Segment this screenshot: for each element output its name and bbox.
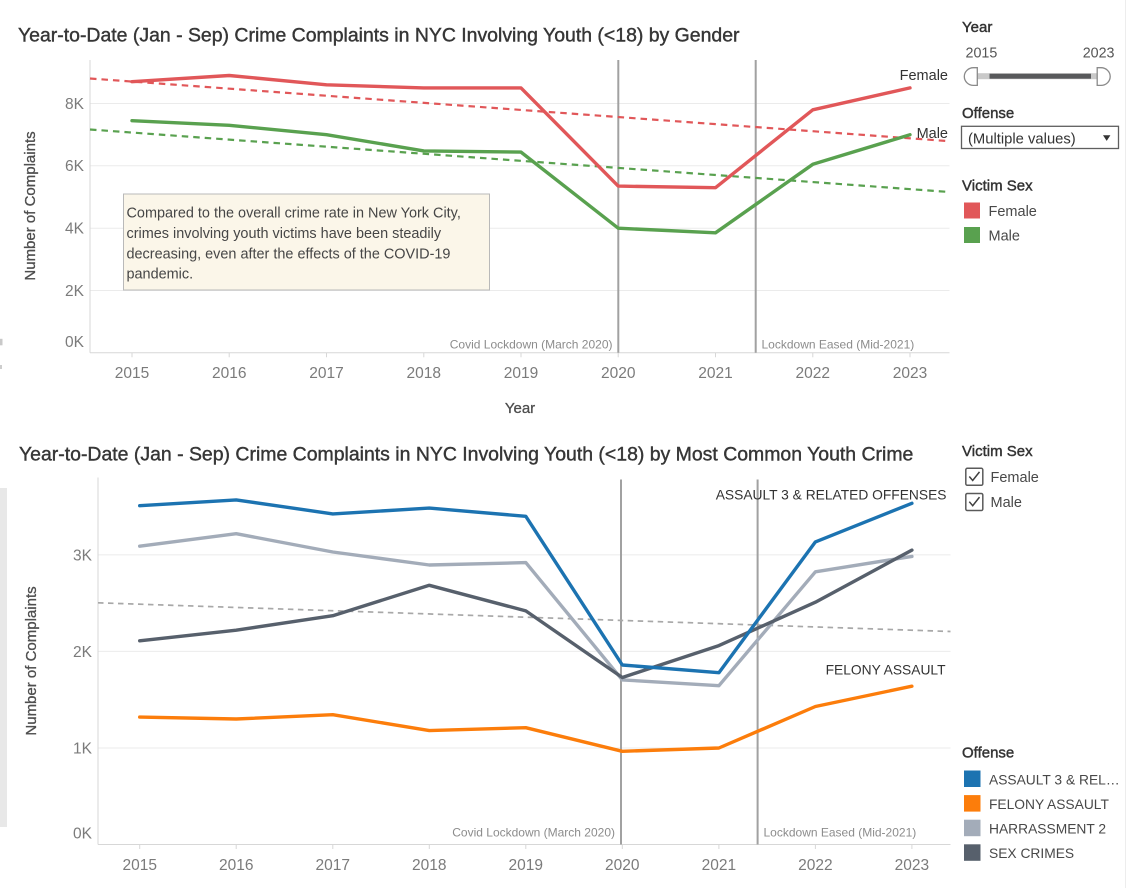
svg-text:2017: 2017	[316, 857, 350, 874]
svg-text:Number of Complaints: Number of Complaints	[23, 586, 40, 735]
svg-text:2021: 2021	[698, 365, 732, 382]
svg-text:Year: Year	[962, 19, 992, 36]
svg-text:Female: Female	[900, 68, 948, 84]
svg-text:2K: 2K	[73, 644, 93, 661]
svg-text:ASSAULT 3 & RELATED OFFENSES: ASSAULT 3 & RELATED OFFENSES	[716, 488, 947, 503]
svg-text:Year: Year	[505, 400, 535, 417]
svg-text:Compared to the overall crime: Compared to the overall crime rate in Ne…	[127, 206, 461, 222]
svg-text:Male: Male	[917, 126, 948, 142]
svg-text:HARRASSMENT 2: HARRASSMENT 2	[989, 822, 1106, 837]
svg-text:FELONY ASSAULT: FELONY ASSAULT	[826, 663, 946, 678]
svg-text:Male: Male	[989, 229, 1020, 245]
svg-text:2015: 2015	[115, 365, 149, 382]
svg-text:Number of Complaints: Number of Complaints	[22, 131, 39, 280]
svg-text:Offense: Offense	[962, 105, 1014, 122]
svg-text:6K: 6K	[65, 158, 85, 175]
svg-text:2019: 2019	[509, 857, 543, 874]
svg-text:2021: 2021	[702, 857, 736, 874]
svg-text:3K: 3K	[73, 547, 93, 564]
svg-text:crimes involving youth victims: crimes involving youth victims have been…	[127, 226, 442, 242]
svg-text:Year-to-Date (Jan - Sep) Crime: Year-to-Date (Jan - Sep) Crime Complaint…	[19, 444, 913, 466]
svg-text:Lockdown Eased (Mid-2021): Lockdown Eased (Mid-2021)	[764, 826, 917, 840]
svg-text:2019: 2019	[504, 365, 538, 382]
svg-text:ASSAULT 3 & REL…: ASSAULT 3 & REL…	[989, 772, 1120, 787]
svg-text:decreasing, even after the eff: decreasing, even after the effects of th…	[127, 246, 451, 262]
svg-text:4K: 4K	[65, 221, 85, 238]
svg-text:pandemic.: pandemic.	[127, 267, 194, 283]
svg-text:2020: 2020	[605, 857, 640, 874]
svg-text:2023: 2023	[895, 857, 929, 874]
svg-text:8K: 8K	[65, 96, 85, 113]
svg-text:Female: Female	[989, 204, 1037, 220]
svg-text:2022: 2022	[796, 365, 830, 382]
svg-text:2016: 2016	[219, 857, 253, 874]
svg-text:Victim Sex: Victim Sex	[962, 443, 1033, 460]
svg-text:2023: 2023	[893, 365, 927, 382]
svg-text:2018: 2018	[407, 365, 441, 382]
svg-text:2016: 2016	[212, 365, 246, 382]
svg-text:Covid Lockdown (March 2020): Covid Lockdown (March 2020)	[450, 338, 613, 352]
svg-text:Offense: Offense	[962, 745, 1014, 762]
svg-text:FELONY ASSAULT: FELONY ASSAULT	[989, 797, 1109, 812]
svg-text:Lockdown Eased (Mid-2021): Lockdown Eased (Mid-2021)	[762, 338, 915, 352]
svg-text:2015: 2015	[122, 857, 156, 874]
svg-text:Covid Lockdown (March 2020): Covid Lockdown (March 2020)	[452, 826, 615, 840]
svg-text:SEX CRIMES: SEX CRIMES	[989, 846, 1074, 861]
svg-text:1K: 1K	[73, 740, 93, 757]
svg-text:2015: 2015	[966, 46, 998, 62]
svg-text:2017: 2017	[309, 365, 343, 382]
svg-text:(Multiple values): (Multiple values)	[968, 132, 1076, 148]
svg-text:2018: 2018	[412, 857, 446, 874]
svg-text:2020: 2020	[601, 365, 636, 382]
svg-text:Male: Male	[991, 495, 1022, 511]
svg-text:2023: 2023	[1083, 46, 1115, 62]
svg-text:2K: 2K	[65, 283, 85, 300]
svg-text:Female: Female	[991, 470, 1039, 486]
svg-text:0K: 0K	[65, 334, 85, 351]
svg-text:2022: 2022	[798, 857, 832, 874]
svg-text:Victim Sex: Victim Sex	[962, 178, 1033, 195]
svg-text:0K: 0K	[73, 826, 93, 843]
svg-text:Year-to-Date (Jan - Sep) Crime: Year-to-Date (Jan - Sep) Crime Complaint…	[18, 25, 740, 47]
